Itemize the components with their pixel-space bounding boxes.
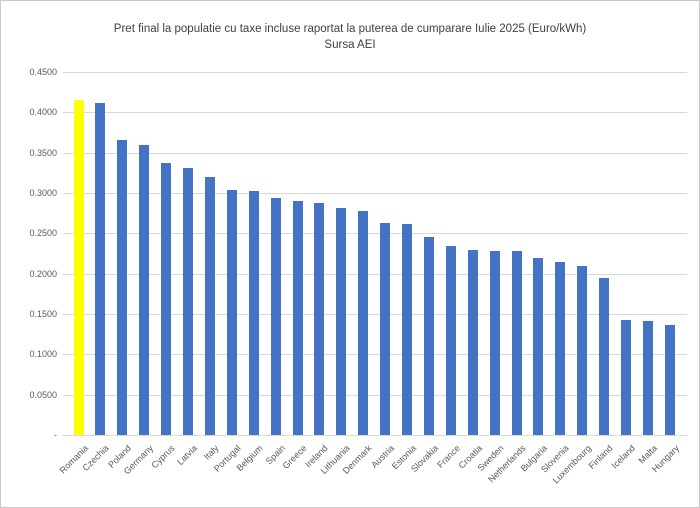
gridline bbox=[63, 395, 687, 396]
bar-slovakia bbox=[424, 237, 434, 435]
y-tick-label: 0.1000 bbox=[29, 349, 57, 359]
chart-subtitle: Sursa AEI bbox=[324, 39, 376, 51]
bar-germany bbox=[139, 145, 149, 435]
bar-netherlands bbox=[512, 251, 522, 435]
bar-lithuania bbox=[336, 208, 346, 435]
bar-france bbox=[446, 246, 456, 435]
y-tick-label: - bbox=[54, 430, 57, 440]
bar-sweden bbox=[490, 251, 500, 435]
bar-estonia bbox=[402, 224, 412, 435]
bar-bulgaria bbox=[533, 258, 543, 435]
gridline bbox=[63, 233, 687, 234]
bar-iceland bbox=[621, 320, 631, 435]
y-tick-label: 0.4500 bbox=[29, 67, 57, 77]
bar-czechia bbox=[95, 103, 105, 435]
bar-portugal bbox=[227, 190, 237, 435]
x-tick-label-finland: Finland bbox=[587, 443, 616, 471]
x-tick-label-cyprus: Cyprus bbox=[149, 443, 178, 471]
bar-cyprus bbox=[161, 163, 171, 435]
bar-austria bbox=[380, 223, 390, 435]
gridline bbox=[63, 354, 687, 355]
x-axis-line bbox=[63, 435, 687, 436]
bar-belgium bbox=[249, 191, 259, 435]
y-tick-label: 0.4000 bbox=[29, 107, 57, 117]
chart-title: Pret final la populatie cu taxe incluse … bbox=[113, 23, 587, 35]
bar-poland bbox=[117, 140, 127, 435]
bar-hungary bbox=[665, 325, 675, 435]
y-tick-label: 0.2500 bbox=[29, 228, 57, 238]
bar-croatia bbox=[468, 250, 478, 435]
bar-ireland bbox=[314, 203, 324, 435]
bar-italy bbox=[205, 177, 215, 435]
chart-title-block: Pret final la populatie cu taxe incluse … bbox=[1, 21, 699, 53]
x-tick-label-latvia: Latvia bbox=[175, 443, 200, 468]
gridline bbox=[63, 274, 687, 275]
x-tick-label-greece: Greece bbox=[281, 443, 310, 471]
bar-slovenia bbox=[555, 262, 565, 435]
bar-latvia bbox=[183, 168, 193, 435]
bar-greece bbox=[293, 201, 303, 435]
bar-finland bbox=[599, 278, 609, 435]
gridline bbox=[63, 314, 687, 315]
bar-spain bbox=[271, 198, 281, 435]
bar-malta bbox=[643, 321, 653, 435]
gridline bbox=[63, 193, 687, 194]
y-tick-label: 0.1500 bbox=[29, 309, 57, 319]
x-tick-label-iceland: Iceland bbox=[609, 443, 638, 471]
y-tick-label: 0.3000 bbox=[29, 188, 57, 198]
y-tick-label: 0.2000 bbox=[29, 269, 57, 279]
y-tick-label: 0.3500 bbox=[29, 148, 57, 158]
gridline bbox=[63, 153, 687, 154]
y-tick-label: 0.0500 bbox=[29, 390, 57, 400]
bar-luxembourg bbox=[577, 266, 587, 435]
bar-romania bbox=[74, 100, 84, 435]
gridline bbox=[63, 72, 687, 73]
gridline bbox=[63, 112, 687, 113]
bar-denmark bbox=[358, 211, 368, 435]
